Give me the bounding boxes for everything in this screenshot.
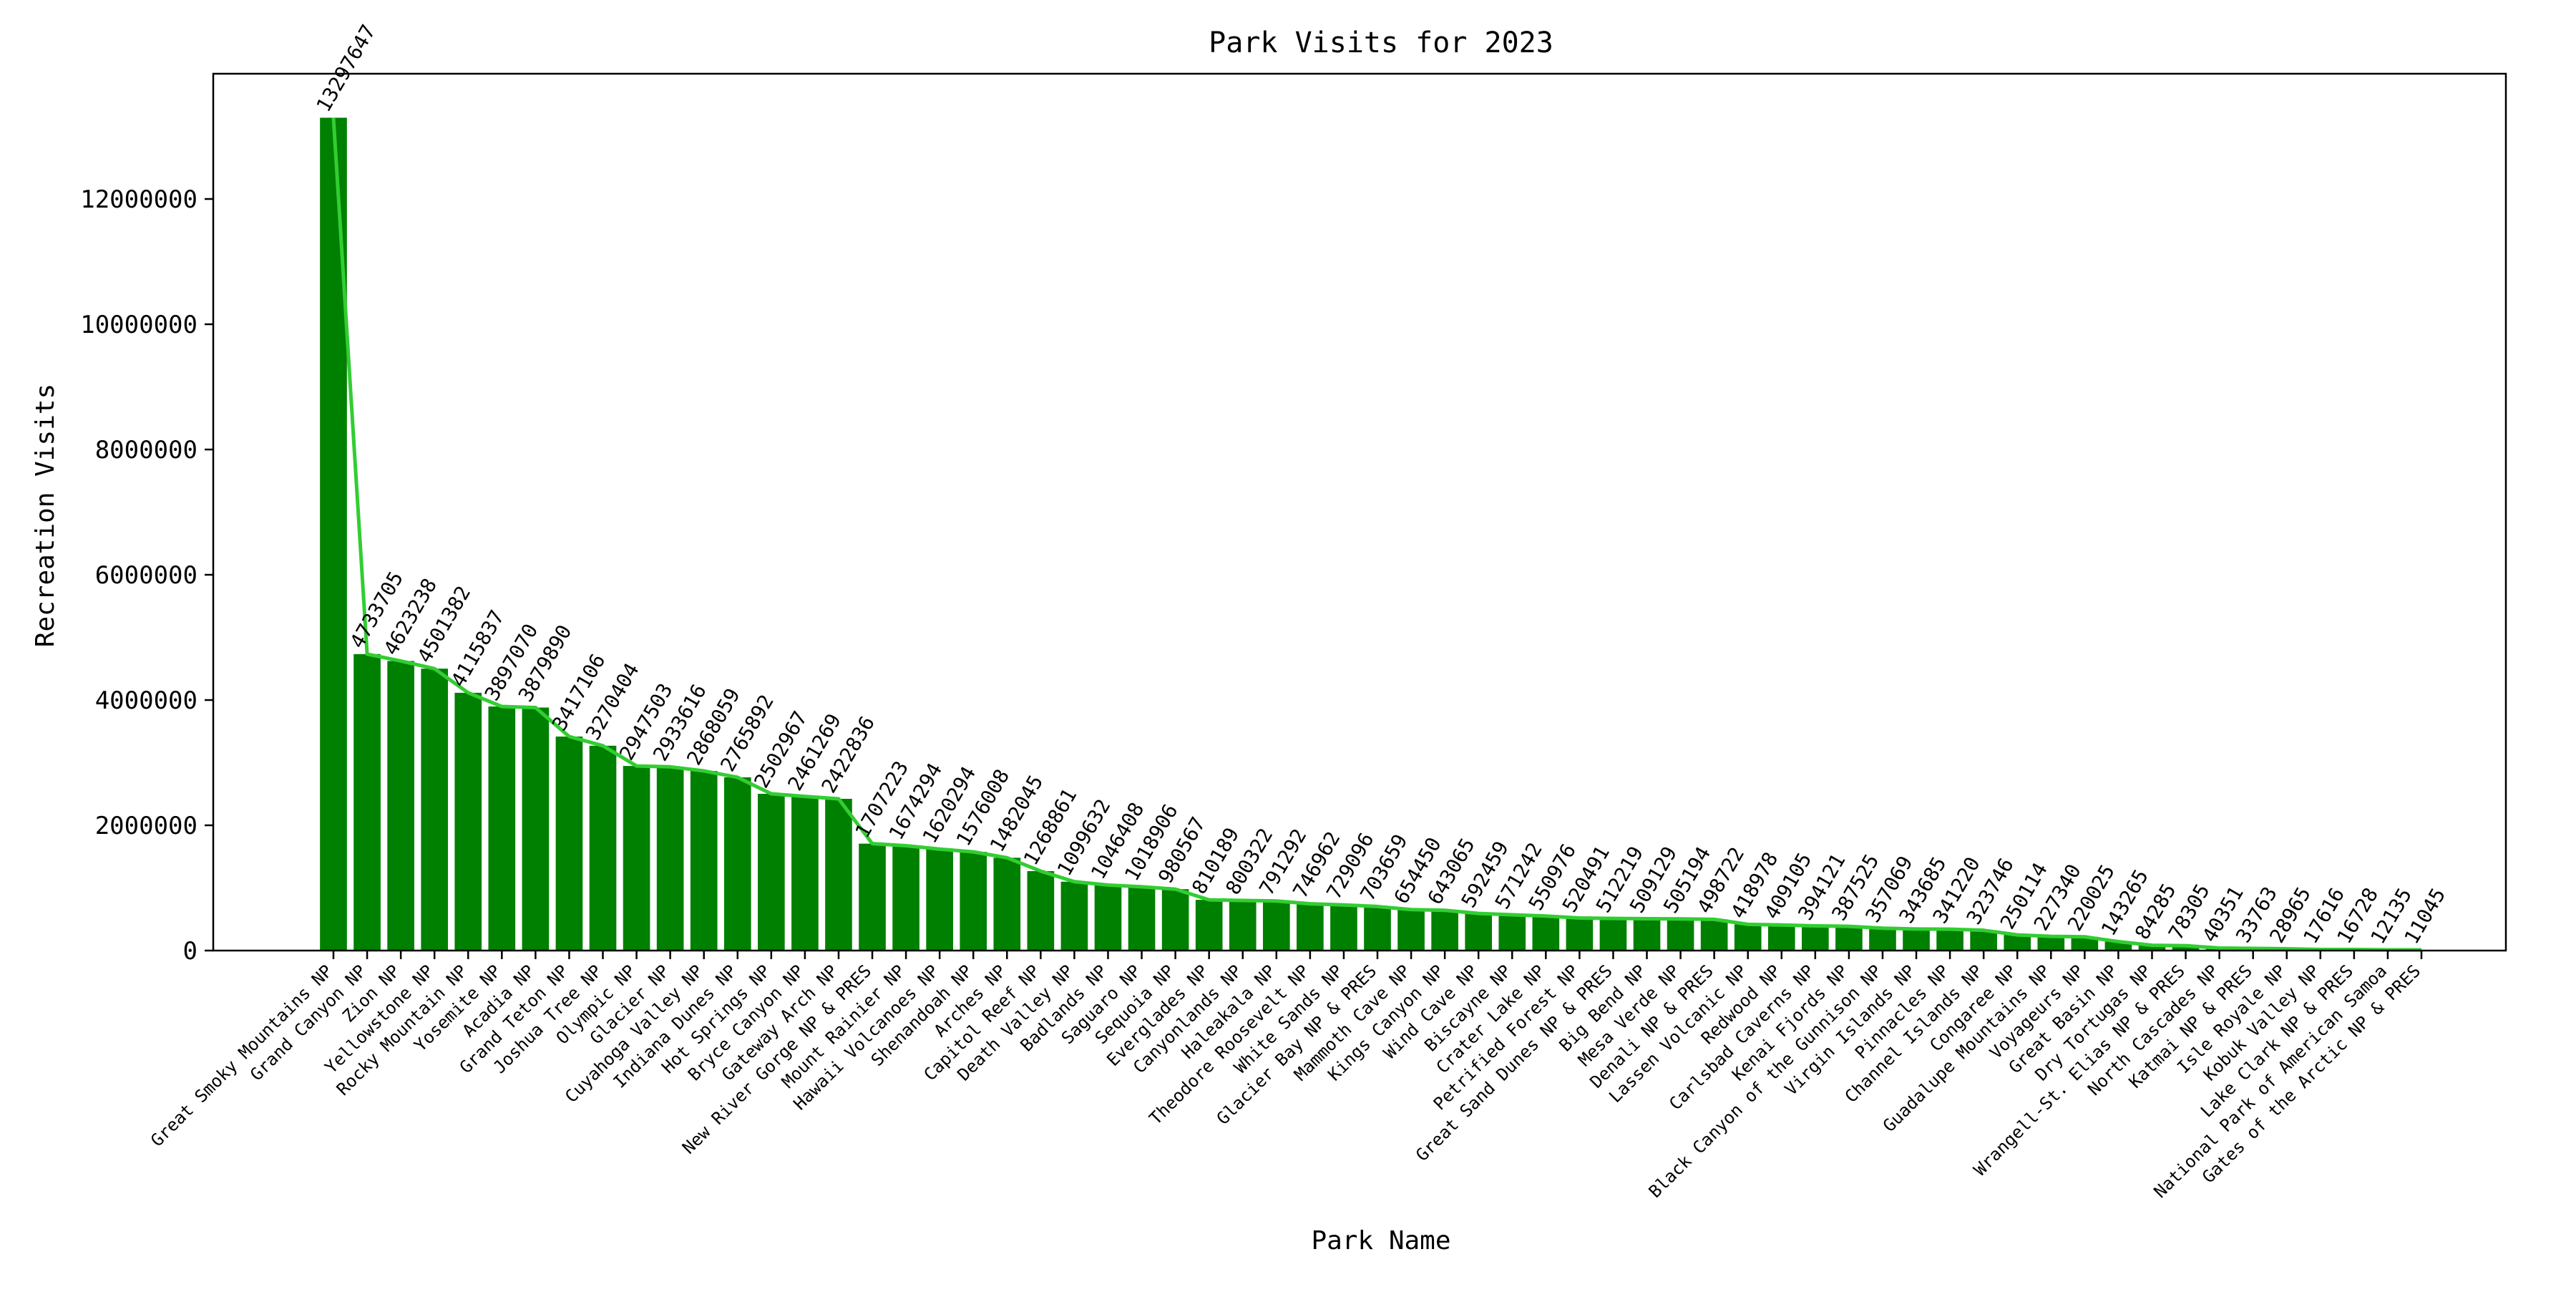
- bar: [1970, 930, 1997, 951]
- y-tick-label: 6000000: [95, 561, 197, 590]
- bar: [522, 707, 550, 951]
- bar: [690, 771, 718, 951]
- bar: [993, 858, 1021, 951]
- bar: [2004, 935, 2031, 951]
- y-axis: 0 2000000 4000000 6000000 8000000 10000000 120…: [80, 185, 213, 966]
- bar: [1431, 910, 1458, 951]
- bar: [1802, 926, 1829, 951]
- bar: [960, 852, 987, 951]
- bar: [1060, 881, 1088, 951]
- bar: [1835, 926, 1863, 951]
- bar: [1161, 889, 1189, 951]
- bar: [1027, 870, 1055, 951]
- bar: [2138, 945, 2166, 951]
- bar: [791, 796, 819, 951]
- bar: [1465, 913, 1493, 951]
- bar: [892, 845, 919, 951]
- bar: [1094, 885, 1122, 951]
- bar: [859, 843, 886, 951]
- bar: [723, 777, 751, 951]
- bar: [1633, 918, 1661, 951]
- bar: [825, 799, 852, 951]
- y-tick-label: 12000000: [80, 185, 197, 214]
- y-tick-label: 10000000: [80, 311, 197, 339]
- bar: [1532, 915, 1560, 951]
- bar: [2037, 936, 2065, 951]
- bar: [454, 692, 482, 951]
- bar: [353, 654, 381, 951]
- bar: [421, 669, 449, 951]
- bar: [1262, 900, 1290, 951]
- bar: [2071, 936, 2099, 951]
- y-axis-label: Recreation Visits: [31, 384, 60, 647]
- bar: [1195, 900, 1223, 951]
- bar: [758, 793, 785, 951]
- bar: [1498, 915, 1526, 951]
- bar: [1297, 903, 1324, 951]
- bar: [1364, 906, 1391, 951]
- bar: [1936, 929, 1963, 951]
- bar: [2172, 946, 2200, 951]
- y-tick-label: 8000000: [95, 436, 197, 465]
- series-line: [331, 117, 2422, 952]
- bar: [1700, 919, 1728, 951]
- bar: [656, 767, 684, 951]
- y-tick-label: 0: [183, 937, 197, 966]
- bar: [1128, 886, 1156, 951]
- bar: [589, 745, 617, 951]
- bar: [1599, 918, 1627, 951]
- bar: [1869, 928, 1896, 951]
- bar: [1767, 925, 1795, 951]
- bar: [1903, 928, 1930, 951]
- bar: [623, 766, 650, 951]
- chart-title: Park Visits for 2023: [1209, 26, 1553, 59]
- bar: [1734, 924, 1762, 951]
- bar: [1397, 909, 1425, 951]
- bar: [1566, 918, 1594, 951]
- y-tick-label: 2000000: [95, 812, 197, 840]
- bar: [488, 706, 516, 951]
- plot-frame: [212, 72, 2507, 952]
- bar: [926, 849, 953, 951]
- x-axis-label: Park Name: [1311, 1226, 1450, 1255]
- bar: [555, 737, 583, 951]
- bar: [387, 661, 414, 951]
- bar: [1229, 900, 1257, 951]
- y-tick-label: 4000000: [95, 686, 197, 715]
- bar: [1330, 905, 1357, 951]
- bar: [1667, 918, 1694, 951]
